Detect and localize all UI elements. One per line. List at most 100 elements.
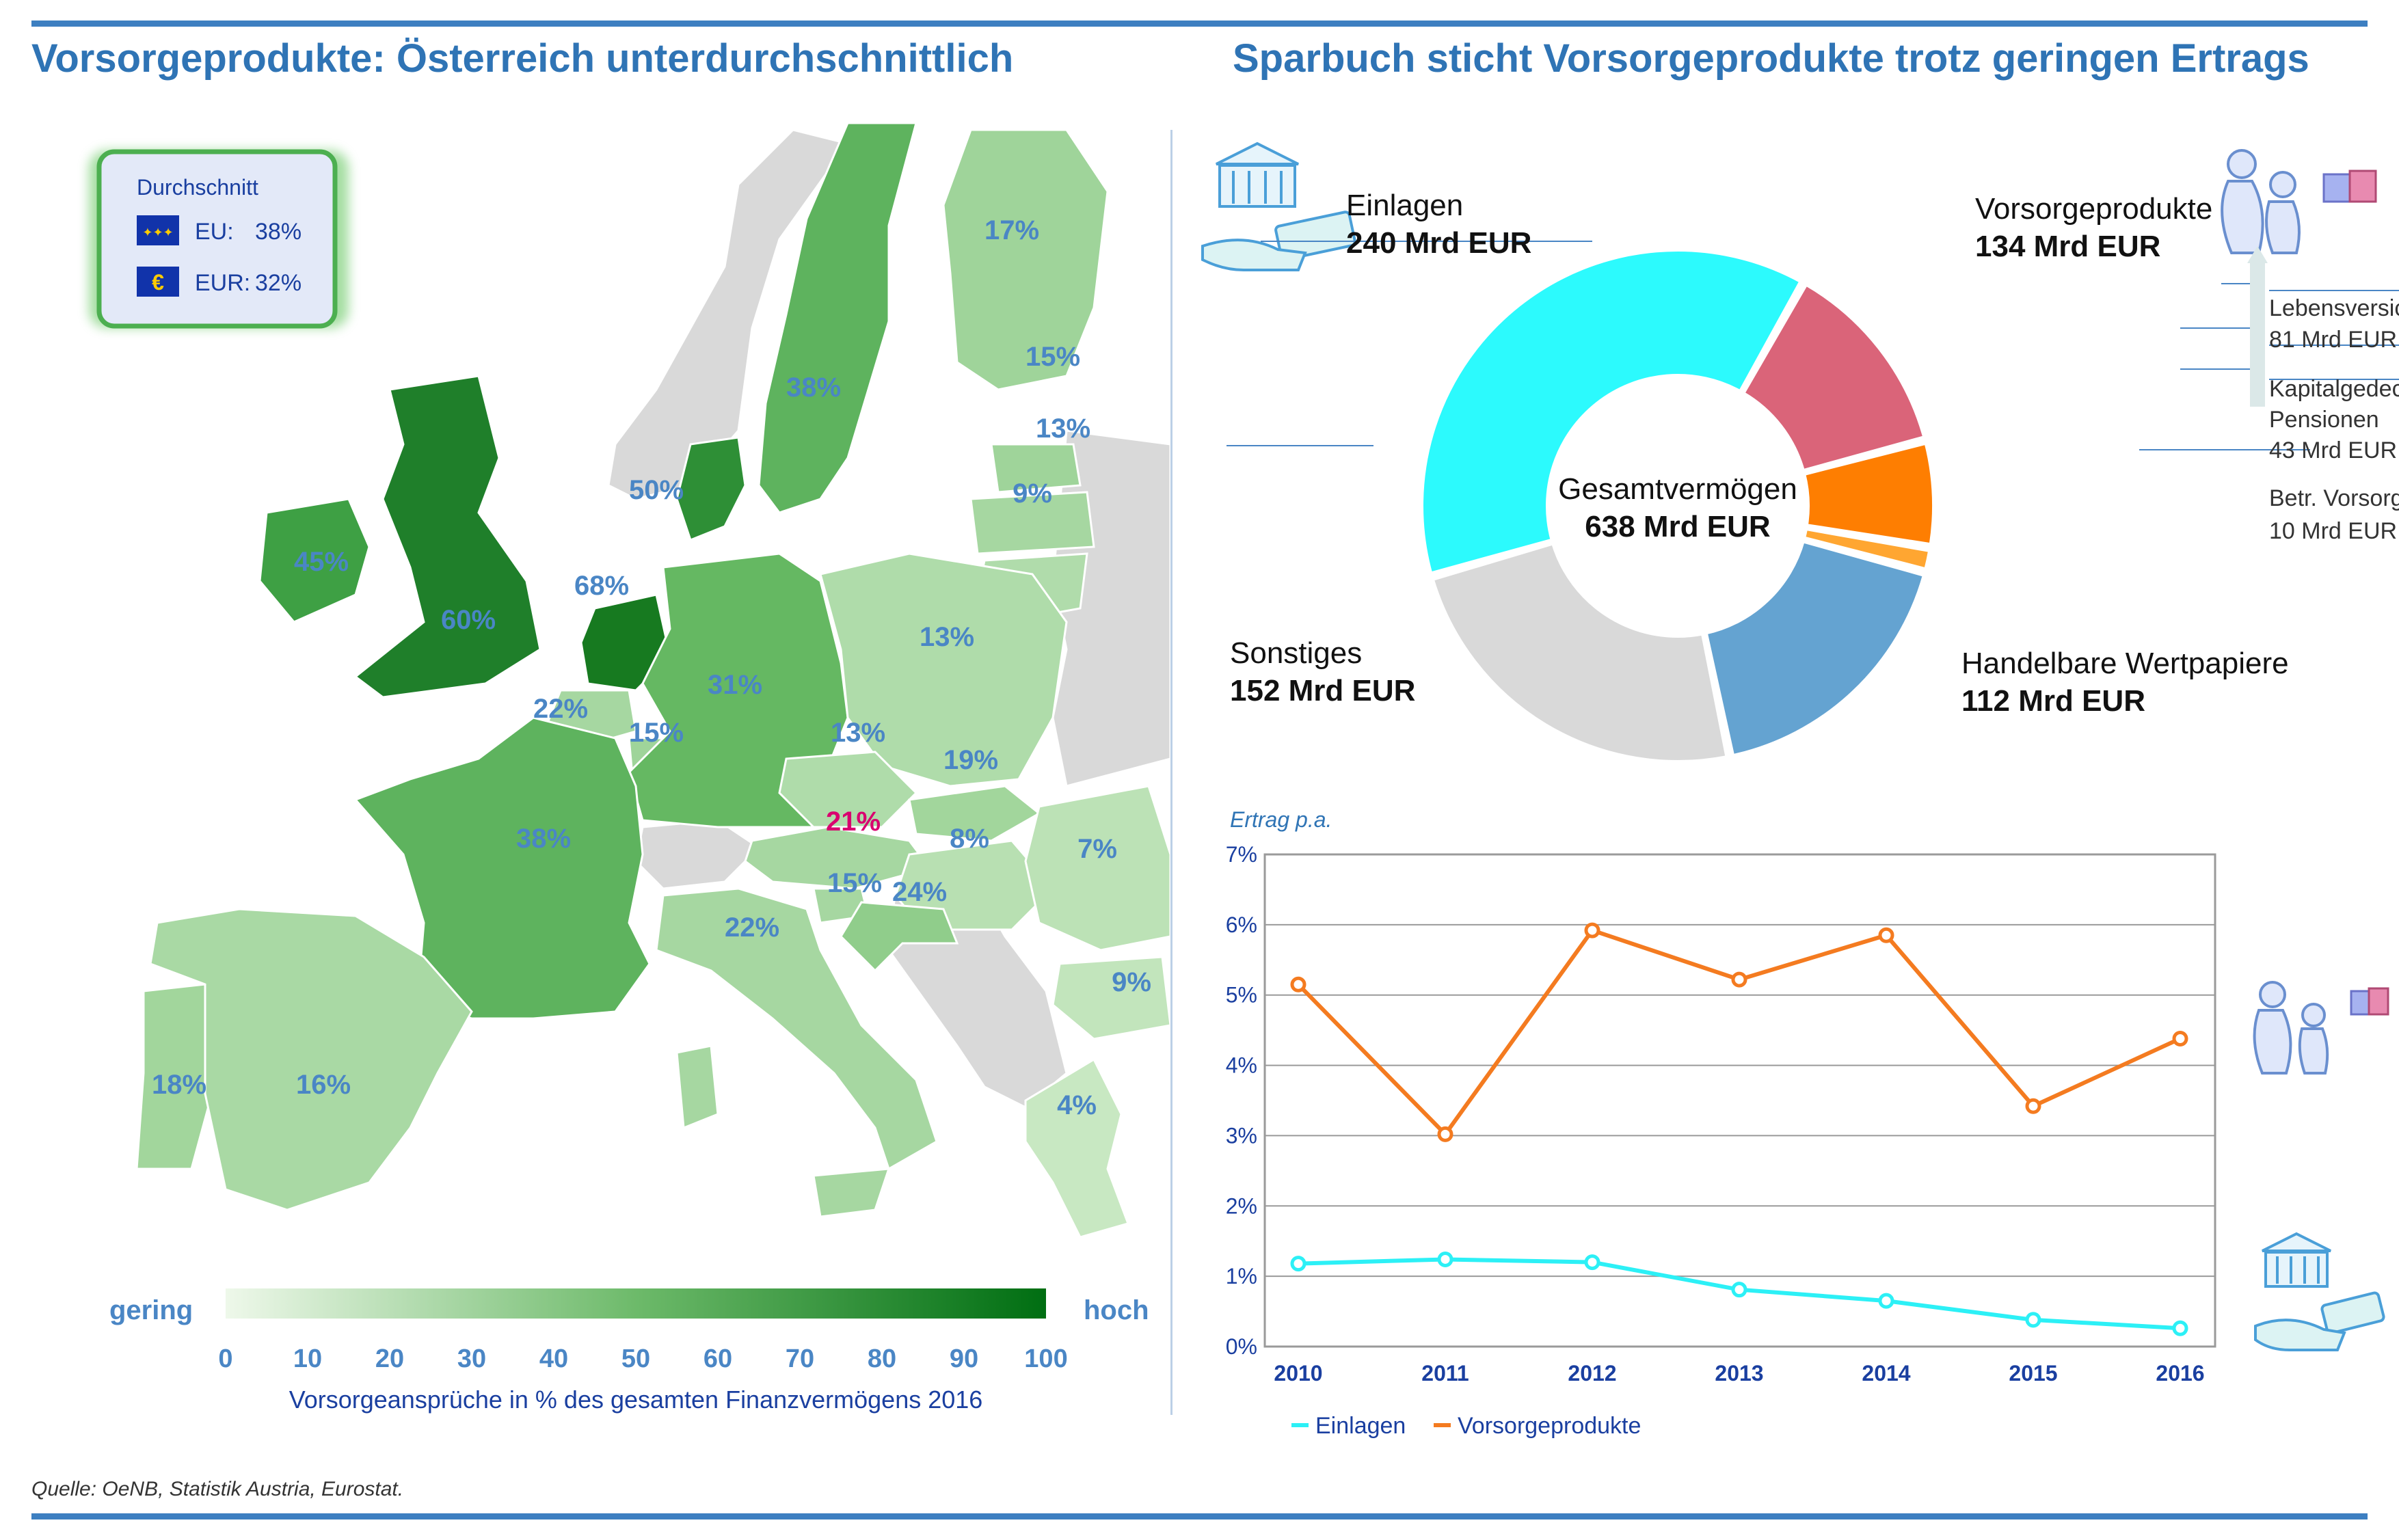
donut-chart <box>1419 247 1936 764</box>
y-tick-5: 5% <box>1226 983 1257 1008</box>
donut-leader-lines <box>1227 241 2399 450</box>
eur-value: 32% <box>255 270 301 296</box>
point-einlagen-2010 <box>1290 1256 1306 1272</box>
right-title: Sparbuch sticht Vorsorgeprodukte trotz g… <box>1233 36 2309 81</box>
euro-flag-icon <box>137 267 179 297</box>
label-spain: 16% <box>296 1070 351 1100</box>
line-gridlines <box>1265 923 2215 1278</box>
money-hand-icon <box>1201 211 1356 271</box>
point-vorsorgeprodukte-2011 <box>1437 1126 1453 1142</box>
scale-tick-80: 80 <box>868 1345 896 1373</box>
scale-low-label: gering <box>109 1295 193 1325</box>
breakdown-arrow-head <box>2247 246 2268 263</box>
eu-stars-icon: ✦✦✦ <box>142 226 173 239</box>
y-tick-1: 1% <box>1226 1264 1257 1288</box>
y-tick-4: 4% <box>1226 1053 1257 1078</box>
point-vorsorgeprodukte-2015 <box>2025 1098 2041 1114</box>
betr-value: 10 Mrd EUR <box>2269 518 2397 544</box>
label-ireland: 45% <box>294 547 349 577</box>
sardinia-shape <box>675 1044 719 1130</box>
bank-icon-2 <box>2262 1232 2331 1288</box>
point-einlagen-2016 <box>2172 1320 2188 1336</box>
donut-slice-kapitalgedeckte-pensionen <box>1801 440 1936 548</box>
map-color-scale: gering hoch 0 10 20 30 40 50 60 70 80 90 100 Vorso… <box>109 1288 1149 1414</box>
ireland-shape <box>258 498 371 623</box>
label-croatia: 24% <box>892 877 947 907</box>
scale-caption: Vorsorgeansprüche in % des gesamten Fina… <box>289 1386 983 1414</box>
gift-boxes-icon <box>2322 170 2377 203</box>
poland-shape <box>819 552 1068 787</box>
betr-name: Betr. Vorsorgekassen <box>2269 485 2399 511</box>
scale-tick-40: 40 <box>539 1345 568 1373</box>
einlagen-name: Einlagen <box>1346 189 1463 222</box>
y-tick-0: 0% <box>1226 1334 1257 1359</box>
data-countries <box>135 122 1170 1239</box>
label-france: 38% <box>516 824 571 854</box>
euro-sign-icon: € <box>152 270 164 295</box>
italy-shape <box>655 887 938 1171</box>
label-romania: 7% <box>1077 834 1117 864</box>
label-belgium: 22% <box>533 694 588 724</box>
label-bulgaria: 9% <box>1112 967 1151 997</box>
scale-tick-70: 70 <box>786 1345 814 1373</box>
netherlands-shape <box>580 593 671 692</box>
average-title: Durchschnitt <box>137 175 258 200</box>
vorsorge-name: Vorsorgeprodukte <box>1975 192 2212 226</box>
point-vorsorgeprodukte-2014 <box>1878 927 1894 943</box>
donut-slice-lebensversicherungen <box>1739 281 1928 474</box>
scale-gradient-bar <box>226 1288 1046 1319</box>
legend-vorsorge-label: Vorsorgeprodukte <box>1458 1413 1641 1439</box>
romania-shape <box>1024 785 1170 951</box>
label-austria: 21% <box>826 807 881 837</box>
bank-icon <box>1216 141 1299 208</box>
croatia-shape <box>840 901 959 973</box>
leben-value: 81 Mrd EUR <box>2269 327 2397 353</box>
austria-shape <box>744 826 932 890</box>
label-sweden: 38% <box>786 373 841 403</box>
y-tick-2: 2% <box>1226 1193 1257 1218</box>
label-finland: 17% <box>984 215 1039 245</box>
france-shape <box>353 716 651 1020</box>
point-einlagen-2013 <box>1731 1282 1747 1298</box>
kapital-name-2: Pensionen <box>2269 407 2379 433</box>
handelbar-name: Handelbare Wertpapiere <box>1961 647 2289 680</box>
average-legend-box: Durchschnitt ✦✦✦ EU: 38% € EUR: 32% <box>89 149 349 329</box>
donut-center-value: 638 Mrd EUR <box>1585 510 1770 543</box>
spain-shape <box>149 908 473 1211</box>
kapital-name-1: Kapitalgedeckte <box>2269 376 2399 402</box>
kapital-value: 43 Mrd EUR <box>2269 437 2397 463</box>
switzerland-shape <box>634 819 761 890</box>
vorsorge-value: 134 Mrd EUR <box>1975 230 2160 263</box>
vorsorge-breakdown-arrow <box>2250 263 2265 407</box>
uk-shape <box>353 375 541 699</box>
bulgaria-shape <box>1051 956 1170 1040</box>
y-tick-6: 6% <box>1226 913 1257 937</box>
sonstiges-name: Sonstiges <box>1230 636 1362 670</box>
eu-flag-icon <box>137 215 179 245</box>
estonia-shape <box>990 443 1082 494</box>
label-uk: 60% <box>441 605 496 635</box>
label-greece: 4% <box>1057 1090 1097 1120</box>
plot-frame <box>1263 853 2216 1348</box>
handelbar-value: 112 Mrd EUR <box>1961 684 2145 718</box>
label-italy: 22% <box>725 913 779 943</box>
scale-tick-0: 0 <box>218 1345 232 1373</box>
scale-tick-30: 30 <box>457 1345 486 1373</box>
x-tick-2010: 2010 <box>1274 1361 1322 1386</box>
sonstiges-value: 152 Mrd EUR <box>1230 674 1415 707</box>
donut-slice-handelbare-wertpapiere <box>1703 538 1927 759</box>
point-vorsorgeprodukte-2010 <box>1290 976 1306 992</box>
point-vorsorgeprodukte-2016 <box>2172 1030 2188 1046</box>
label-lithuania: 9% <box>1013 478 1052 509</box>
line-y-ticks: 0% 1% 2% 3% 4% 5% 6% 7% <box>1226 842 1257 1359</box>
greece-shape <box>1024 1057 1129 1239</box>
scale-tick-100: 100 <box>1024 1345 1067 1373</box>
donut-center-label: Gesamtvermögen <box>1558 472 1797 506</box>
point-einlagen-2011 <box>1437 1251 1453 1267</box>
scale-tick-90: 90 <box>950 1345 978 1373</box>
label-netherlands: 68% <box>574 571 629 601</box>
panel-divider <box>1170 130 1172 1415</box>
eu-label: EU: <box>195 219 234 245</box>
donut-panel: Einlagen 240 Mrd EUR Vorsorgeprodukte 13… <box>1201 141 2399 764</box>
label-portugal: 18% <box>152 1070 206 1100</box>
